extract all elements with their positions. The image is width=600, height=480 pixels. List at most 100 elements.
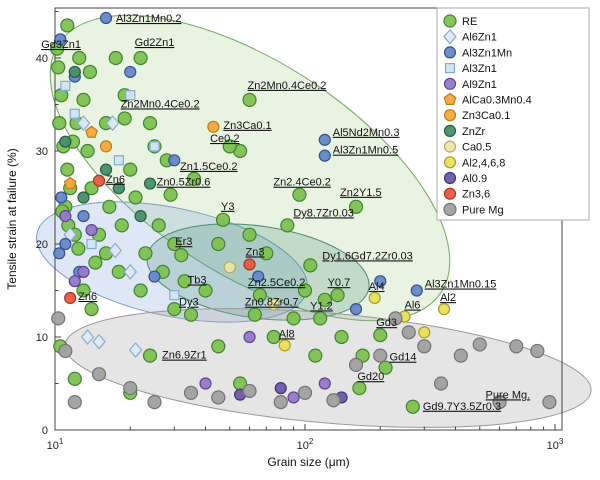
point-label: Zn0.5Zr0.6 (157, 177, 211, 189)
data-point-legend-marker-pure-mg (443, 202, 457, 216)
data-point-al6zn1 (76, 115, 91, 132)
data-point-pure-mg (492, 395, 507, 410)
point-label: Dy8.7Zr0.03 (293, 207, 354, 219)
data-point-re (215, 212, 231, 227)
data-point-al6zn1 (108, 242, 122, 259)
point-label: Ce0.2 (210, 133, 239, 145)
legend-label: RE (462, 16, 477, 28)
data-point-re (52, 115, 67, 131)
data-point-al6zn1 (92, 333, 106, 350)
point-label: Zn6 (78, 291, 97, 303)
data-point-zn3-6 (64, 291, 77, 305)
point-label: Zn2Mn0.4Ce0.2 (121, 98, 200, 110)
data-point-pure-mg (91, 367, 107, 382)
data-point-al9zn1 (318, 377, 331, 390)
point-label: Al3Zn1Mn0.2 (116, 13, 181, 25)
data-point-al0-9 (274, 382, 287, 395)
data-point-legend-marker-zn3ca0-1 (443, 109, 457, 122)
point-label: Dy3 (179, 297, 199, 309)
point-label: Zn6 (106, 174, 125, 186)
data-point-re (71, 241, 86, 256)
legend-label: Al0.9 (462, 173, 487, 185)
point-label: Zn6.9Zr1 (162, 350, 207, 362)
point-label: Al3Zn1Mn0.15 (425, 279, 497, 291)
data-point-re (76, 92, 91, 107)
data-point-re (252, 288, 267, 303)
data-point-re (114, 218, 129, 233)
point-label: Al4 (369, 281, 385, 293)
data-point-re (128, 190, 143, 205)
data-point-zn3ca0-1 (99, 140, 113, 153)
data-point-legend-marker-al3zn1 (444, 62, 456, 74)
data-point-re (259, 246, 274, 261)
point-label: Zn2Mn0.4Ce0.2 (248, 80, 327, 92)
data-point-re (76, 283, 91, 298)
data-point-pure-mg (417, 339, 432, 354)
data-point-al9zn1 (243, 330, 256, 344)
point-label: Zn2Y1.5 (340, 187, 382, 199)
point-label: Gd3Zn1 (41, 39, 81, 51)
data-point-pure-mg (453, 348, 468, 363)
data-point-al3zn1 (125, 90, 136, 101)
point-label: Gd9.7Y3.5Zr0.3 (423, 401, 501, 413)
legend-label: Al3Zn1 (462, 63, 497, 75)
legend-label: Zn3,6 (462, 189, 490, 201)
data-point-re (330, 288, 345, 303)
data-point-re (242, 92, 257, 107)
data-point-re (67, 371, 82, 386)
data-point-al2-4-6-8 (278, 339, 291, 352)
data-point-re (163, 187, 178, 202)
data-point-pure-mg (297, 385, 313, 400)
data-point-al9zn1 (85, 223, 98, 237)
data-point-znzr (134, 210, 147, 223)
data-point-re (84, 302, 99, 317)
data-point-legend-marker-al9zn1 (443, 77, 457, 90)
data-point-re (183, 307, 199, 322)
data-point-al3zn1 (113, 155, 124, 166)
point-label: Y3 (221, 201, 234, 213)
data-point-re (167, 236, 182, 252)
y-tick-label: 30 (36, 146, 48, 158)
point-label: Al3Zn1Mn0.5 (333, 145, 398, 157)
y-tick-label: 10 (36, 332, 48, 344)
point-label: Al5Nd2Mn0.3 (333, 127, 400, 139)
x-tick-label: 102 (297, 437, 314, 452)
data-point-re (405, 399, 420, 414)
data-point-re (151, 218, 166, 233)
data-point-al3zn1mn (252, 270, 265, 283)
data-point-al3zn1mn (59, 237, 72, 251)
data-point-re (142, 115, 158, 131)
point-label: Y0.7 (328, 277, 351, 289)
data-point-re (247, 307, 262, 322)
point-label: Tb3 (188, 275, 207, 287)
data-point-re (142, 348, 158, 363)
data-point-legend-marker-al6zn1 (443, 28, 457, 45)
data-point-znzr (99, 163, 113, 176)
data-point-re (177, 274, 192, 289)
point-label: Zn2.4Ce0.2 (273, 177, 330, 189)
point-label: Zn2.5Ce0.2 (248, 277, 305, 289)
data-point-re (317, 292, 332, 307)
data-point-al6zn1 (123, 263, 138, 280)
data-point-re (82, 64, 98, 80)
data-point-znzr (59, 135, 72, 148)
data-point-legend-marker-ca0-5 (443, 140, 457, 153)
data-point-al9zn1 (68, 275, 81, 288)
data-point-re (167, 302, 182, 317)
data-point-pure-mg (123, 381, 138, 396)
data-point-al3zn1mn (148, 270, 161, 283)
data-point-al3zn1mn (349, 303, 363, 316)
legend-label: Al2,4,6,8 (462, 157, 505, 169)
data-point-re (80, 143, 95, 159)
legend-label: Pure Mg (462, 204, 504, 216)
x-tick-label: 103 (547, 437, 564, 452)
x-axis-title: Grain size (μm) (267, 455, 349, 469)
point-label: Al6 (404, 300, 420, 312)
data-point-re (108, 50, 123, 66)
data-point-al3zn1mn (124, 65, 137, 79)
legend-label: Ca0.5 (462, 142, 491, 154)
data-point-pure-mg (530, 343, 545, 359)
data-point-al9zn1 (77, 265, 90, 278)
point-label: Zn1.5Ce0.2 (180, 161, 237, 173)
data-point-al3zn1mn (53, 247, 66, 260)
